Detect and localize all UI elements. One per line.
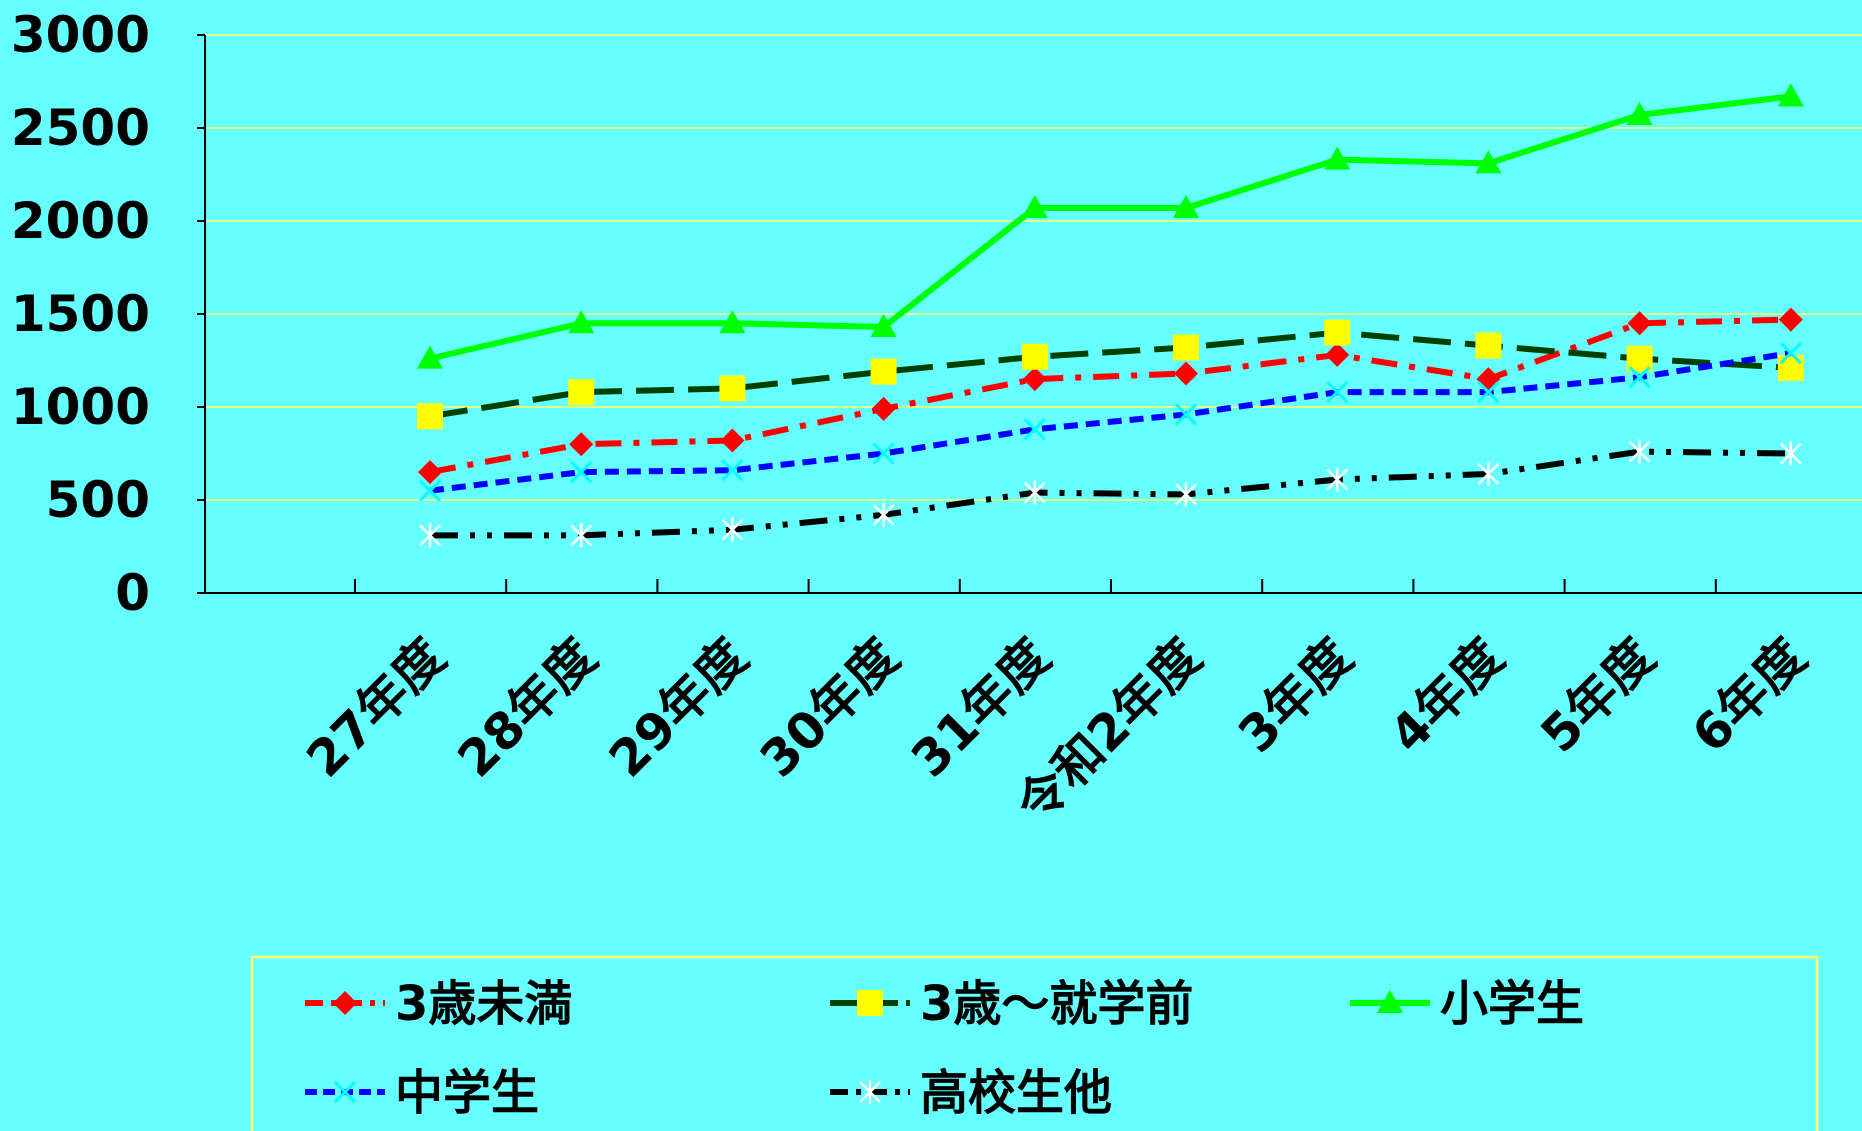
data-point-marker: [1779, 341, 1802, 365]
data-point-marker: [1779, 441, 1802, 466]
x-tick-label: 28年度: [447, 627, 608, 788]
series-line: [429, 350, 1792, 494]
legend-label: 小学生: [1440, 976, 1584, 1032]
data-point-marker: [1477, 461, 1500, 486]
data-point-marker: [1326, 467, 1349, 492]
data-point-marker: [568, 379, 595, 406]
data-point-marker: [1627, 311, 1652, 336]
data-point-marker: [1022, 367, 1047, 392]
data-point-marker: [1777, 354, 1804, 381]
data-point-marker: [719, 375, 746, 402]
y-tick-label: 1500: [11, 285, 150, 343]
data-point-marker: [418, 460, 442, 485]
data-point-marker: [1475, 332, 1502, 359]
data-point-marker: [1021, 343, 1048, 370]
data-point-marker: [719, 310, 746, 334]
legend-item: 3歳～就学前: [830, 976, 1193, 1032]
series-line: [429, 316, 1791, 476]
data-point-marker: [570, 461, 593, 484]
data-point-marker: [333, 991, 357, 1015]
data-point-marker: [872, 442, 895, 465]
y-tick-label: 2500: [11, 99, 150, 157]
data-point-marker: [872, 502, 895, 527]
data-point-marker: [1174, 361, 1198, 386]
x-tick-label: 30年度: [749, 627, 910, 788]
series-4: [419, 439, 1802, 548]
data-point-marker: [1778, 307, 1803, 332]
data-point-marker: [1324, 319, 1351, 346]
legend-label: 3歳～就学前: [920, 976, 1193, 1032]
data-point-marker: [1477, 381, 1500, 404]
legend-label: 3歳未満: [395, 976, 572, 1032]
data-point-marker: [1628, 439, 1651, 464]
y-axis-tick-labels: 0 500 1000 1500 2000 2500 3000: [11, 6, 150, 622]
legend-item: 小学生: [1350, 976, 1584, 1032]
legend-item: 中学生: [305, 1065, 539, 1121]
series-line: [430, 448, 1791, 539]
data-point-marker: [859, 1080, 881, 1104]
legend-item: 高校生他: [830, 1065, 1112, 1121]
data-point-marker: [1173, 194, 1199, 218]
x-tick-label: 4年度: [1379, 627, 1515, 763]
data-point-marker: [570, 523, 593, 548]
data-point-marker: [1777, 83, 1804, 107]
legend-box: [250, 955, 1819, 1131]
data-point-marker: [870, 314, 897, 338]
data-point-marker: [1023, 418, 1046, 441]
series-line: [429, 329, 1791, 420]
data-point-marker: [1628, 366, 1651, 389]
data-point-marker: [721, 517, 744, 542]
series-2: [417, 83, 1804, 369]
legend-label: 中学生: [395, 1065, 539, 1121]
data-point-marker: [721, 459, 744, 482]
legend-label: 高校生他: [920, 1065, 1112, 1121]
data-point-marker: [1324, 146, 1351, 170]
data-point-marker: [1174, 403, 1198, 426]
series-group: [417, 83, 1804, 548]
data-point-marker: [419, 523, 441, 548]
data-point-marker: [1325, 342, 1350, 367]
data-point-marker: [1377, 990, 1403, 1013]
data-point-marker: [871, 396, 896, 421]
series-1: [417, 319, 1804, 430]
x-tick-label: 27年度: [296, 627, 457, 788]
x-tick-label: 29年度: [598, 627, 759, 788]
y-tick-label: 1000: [11, 378, 150, 436]
y-tick-label: 0: [115, 564, 150, 622]
data-point-marker: [1173, 334, 1199, 361]
data-point-marker: [870, 358, 897, 385]
axes: [197, 34, 1862, 594]
series-3: [418, 341, 1802, 502]
x-tick-label: 5年度: [1530, 627, 1666, 763]
data-point-marker: [417, 345, 443, 369]
data-point-marker: [1326, 381, 1349, 404]
data-point-marker: [857, 990, 883, 1016]
y-tick-label: 3000: [11, 6, 150, 64]
data-point-marker: [418, 479, 442, 502]
data-point-marker: [333, 1080, 357, 1104]
data-point-marker: [1475, 150, 1502, 174]
data-point-marker: [1023, 480, 1046, 505]
data-point-marker: [569, 432, 594, 457]
data-point-marker: [568, 310, 595, 334]
data-point-marker: [1626, 101, 1653, 125]
data-point-marker: [1021, 194, 1048, 218]
data-point-marker: [1476, 367, 1501, 392]
data-point-marker: [1175, 482, 1197, 507]
series-line: [429, 93, 1792, 362]
data-point-marker: [417, 403, 443, 430]
x-tick-label: 3年度: [1227, 627, 1363, 763]
y-tick-label: 500: [46, 471, 150, 529]
gridlines: [205, 34, 1862, 501]
legend-item: 3歳未満: [305, 976, 572, 1032]
y-tick-label: 2000: [11, 192, 150, 250]
data-point-marker: [720, 428, 745, 453]
x-tick-label: 6年度: [1681, 627, 1817, 763]
